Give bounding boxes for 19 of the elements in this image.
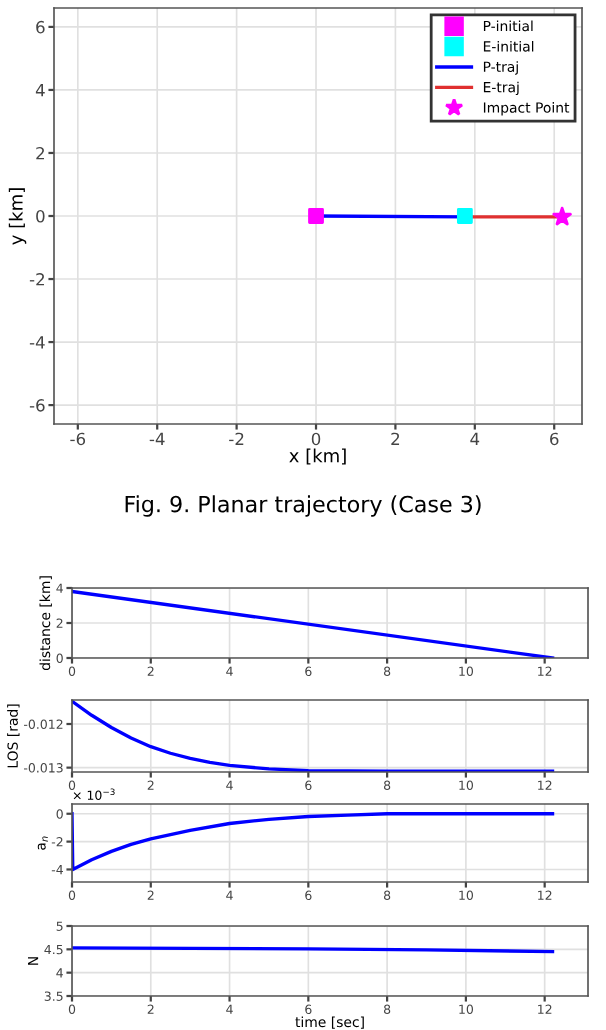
line-series [72, 700, 555, 772]
x-tick-label: -4 [149, 432, 165, 445]
caption: Fig. 9. Planar trajectory (Case 3) [125, 495, 481, 517]
y-tick-label: -4 [29, 336, 45, 349]
x-tick-label: 4 [470, 432, 480, 445]
x-tick-label: 2 [391, 432, 400, 445]
y-tick-label: -2 [29, 272, 44, 286]
x-tick-label: 6 [550, 432, 559, 446]
x-tick-label: -6 [70, 432, 86, 446]
x-tick-label: -2 [229, 432, 244, 445]
x-axis-title: x [km] [289, 448, 346, 465]
y-tick-label: 0 [36, 209, 45, 223]
y-tick-label: -6 [29, 399, 45, 412]
y-tick-label: 2 [36, 146, 44, 160]
y-tick-label: 6 [36, 20, 45, 34]
x-tick-label: 0 [311, 432, 321, 446]
y-axis-title: y [km] [8, 188, 27, 245]
line-series [72, 812, 555, 872]
y-tick-label: 4 [35, 84, 45, 97]
